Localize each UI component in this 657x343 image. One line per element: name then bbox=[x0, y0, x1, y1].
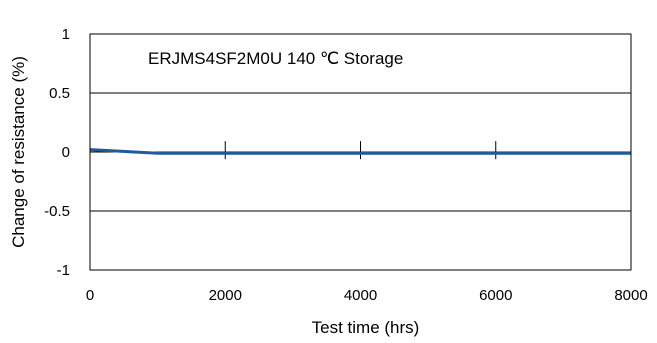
x-tick-label: 2000 bbox=[209, 287, 242, 304]
plot-area-frame bbox=[89, 33, 632, 271]
y-tick-label: 0 bbox=[62, 144, 70, 161]
y-tick-label: 1 bbox=[62, 26, 70, 43]
x-tick-label: 4000 bbox=[344, 287, 377, 304]
x-axis-title: Test time (hrs) bbox=[312, 318, 420, 337]
chart-annotation: ERJMS4SF2M0U 140 ℃ Storage bbox=[148, 49, 403, 68]
y-axis-title: Change of resistance (%) bbox=[9, 56, 28, 248]
x-tick-label: 6000 bbox=[479, 287, 512, 304]
y-tick-labels: 1 0.5 0 -0.5 -1 bbox=[44, 26, 70, 279]
error-bars bbox=[224, 141, 632, 160]
x-tick-label: 8000 bbox=[614, 287, 647, 304]
y-tick-label: -1 bbox=[57, 262, 70, 279]
x-tick-labels: 0 2000 4000 6000 8000 bbox=[86, 287, 648, 304]
series-line bbox=[89, 148, 631, 155]
y-tick-label: 0.5 bbox=[49, 85, 70, 102]
y-tick-label: -0.5 bbox=[44, 203, 70, 220]
series-lines bbox=[89, 148, 631, 155]
x-tick-label: 0 bbox=[86, 287, 94, 304]
